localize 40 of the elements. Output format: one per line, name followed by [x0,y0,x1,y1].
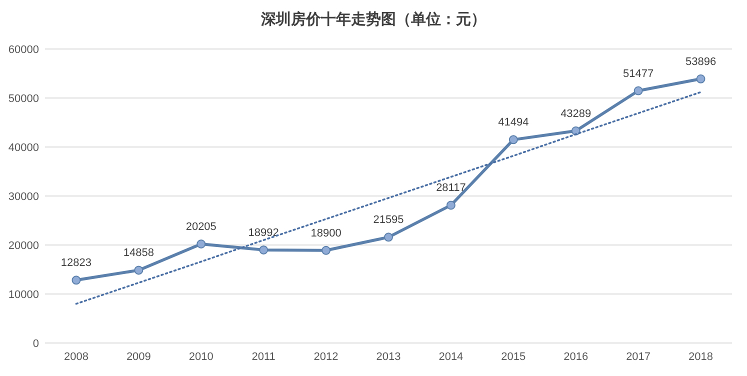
data-label: 43289 [560,108,592,120]
point [196,239,206,248]
x-tick-label: 2012 [314,351,338,363]
data-label: 21595 [373,214,404,226]
data-label: 51477 [623,68,654,80]
y-tick-label: 40000 [8,142,39,154]
y-tick-label: 60000 [8,44,39,56]
point [446,200,456,210]
point [696,74,706,84]
point [72,276,81,285]
x-tick-label: 2016 [564,351,588,363]
point [508,135,518,144]
data-label: 20205 [186,220,216,233]
x-tick-label: 2010 [188,351,214,363]
y-tick-label: 0 [32,338,39,350]
data-label: 41494 [498,116,529,129]
data-label: 53896 [685,56,716,68]
y-tick-label: 50000 [8,93,39,105]
data-label: 14858 [123,247,154,260]
y-tick-label: 20000 [8,240,39,252]
x-tick-label: 2014 [438,351,464,363]
data-label: 18992 [248,226,279,239]
y-tick-label: 30000 [8,191,39,203]
point [384,232,393,242]
chart-title: 深圳房价十年走势图（单位：元） [260,10,486,28]
x-tick-label: 2013 [376,351,401,363]
point [322,246,331,255]
x-tick-label: 2018 [688,351,714,363]
point [134,266,144,275]
x-tick-label: 2008 [64,351,88,363]
x-tick-label: 2009 [126,351,151,363]
data-label: 28117 [436,182,466,194]
y-tick-label: 10000 [8,289,39,301]
x-tick-label: 2017 [626,351,651,363]
data-label: 18900 [310,227,342,240]
point [259,245,268,254]
x-tick-label: 2011 [252,351,276,363]
point [634,86,643,96]
data-label: 12823 [60,257,92,270]
x-tick-label: 2015 [501,351,526,363]
